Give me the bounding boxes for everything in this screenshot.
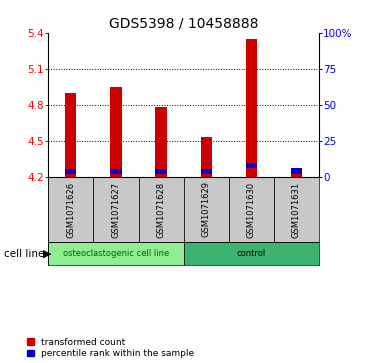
Text: ▶: ▶	[43, 249, 51, 259]
Bar	[155, 170, 167, 174]
Bar	[110, 170, 122, 174]
Bar	[155, 107, 167, 176]
Text: GSM1071630: GSM1071630	[247, 182, 256, 237]
Bar	[184, 242, 319, 265]
Bar	[291, 168, 302, 174]
Text: GSM1071627: GSM1071627	[111, 182, 121, 237]
Bar	[274, 176, 319, 242]
Bar	[229, 176, 274, 242]
Bar	[65, 93, 76, 176]
Text: GDS5398 / 10458888: GDS5398 / 10458888	[109, 16, 258, 30]
Legend: transformed count, percentile rank within the sample: transformed count, percentile rank withi…	[27, 338, 194, 359]
Bar	[48, 176, 93, 242]
Text: osteoclastogenic cell line: osteoclastogenic cell line	[63, 249, 169, 258]
Bar	[201, 137, 212, 176]
Text: control: control	[237, 249, 266, 258]
Bar	[138, 176, 184, 242]
Bar	[184, 176, 229, 242]
Bar	[48, 242, 184, 265]
Bar	[246, 39, 257, 176]
Text: GSM1071631: GSM1071631	[292, 182, 301, 237]
Bar	[201, 170, 212, 174]
Text: GSM1071629: GSM1071629	[202, 182, 211, 237]
Bar	[65, 170, 76, 174]
Bar	[93, 176, 138, 242]
Bar	[110, 87, 122, 176]
Bar	[291, 174, 302, 176]
Bar	[246, 163, 257, 168]
Text: GSM1071628: GSM1071628	[157, 182, 165, 237]
Text: cell line: cell line	[4, 249, 44, 259]
Text: GSM1071626: GSM1071626	[66, 182, 75, 237]
